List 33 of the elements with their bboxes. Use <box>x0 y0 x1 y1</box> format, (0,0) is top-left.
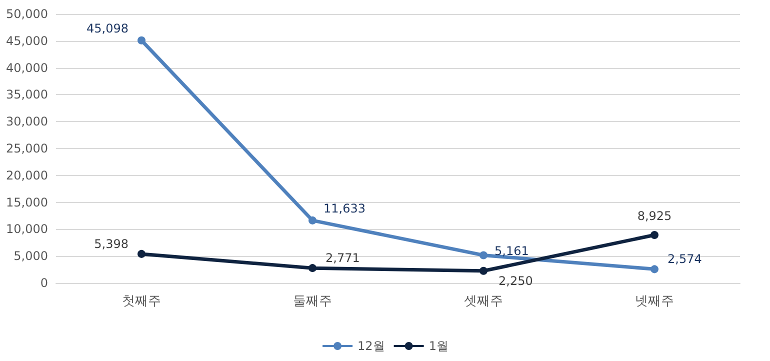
y-tick-label: 45,000 <box>6 34 48 48</box>
point <box>308 216 316 224</box>
data-label: 5,398 <box>94 236 128 251</box>
y-tick-label: 15,000 <box>6 195 48 210</box>
data-label: 2,574 <box>668 252 702 266</box>
legend-label: 12월 <box>358 339 385 353</box>
y-tick-label: 20,000 <box>6 168 48 182</box>
y-tick-label: 10,000 <box>6 222 48 236</box>
point <box>138 36 146 44</box>
x-tick-label: 첫째주 <box>122 294 161 309</box>
data-label: 2,771 <box>326 251 360 266</box>
y-tick-label: 40,000 <box>6 60 48 75</box>
data-label: 45,098 <box>86 21 128 36</box>
point <box>650 230 658 239</box>
y-tick-label: 0 <box>40 276 48 290</box>
point <box>138 250 146 258</box>
x-tick-label: 넷째주 <box>635 294 674 309</box>
x-tick-label: 셋째주 <box>464 294 503 309</box>
legend-label: 1월 <box>428 339 448 353</box>
data-label: 8,925 <box>637 208 672 223</box>
data-label: 2,250 <box>498 274 533 288</box>
y-tick-label: 30,000 <box>6 114 48 129</box>
point <box>308 264 316 272</box>
y-tick-label: 50,000 <box>6 7 48 21</box>
y-tick-label: 35,000 <box>6 88 48 102</box>
point <box>650 265 658 274</box>
point <box>480 251 488 260</box>
x-tick-label: 둘째주 <box>293 294 332 309</box>
y-tick-label: 5,000 <box>14 249 48 264</box>
point <box>480 266 488 275</box>
data-label: 5,161 <box>494 244 529 258</box>
data-label: 11,633 <box>324 201 366 216</box>
y-tick-label: 25,000 <box>6 142 48 156</box>
